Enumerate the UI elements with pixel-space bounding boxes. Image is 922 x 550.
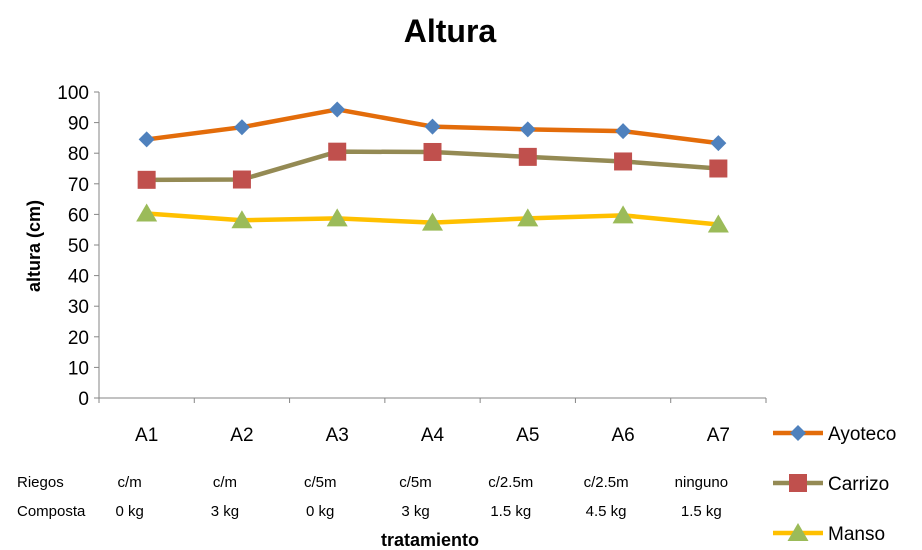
data-point	[423, 142, 442, 161]
table-cell: ninguno	[675, 474, 728, 491]
y-tick-label: 80	[68, 144, 89, 165]
legend-marker	[787, 523, 809, 541]
data-point	[231, 210, 253, 229]
x-tick-label: A2	[230, 425, 253, 446]
legend-label: Carrizo	[828, 474, 889, 495]
legend-marker	[790, 425, 806, 441]
series-manso	[136, 203, 729, 233]
x-tick-label: A7	[707, 425, 730, 446]
x-tick-label: A4	[421, 425, 445, 446]
x-axis-label: tratamiento	[381, 530, 479, 550]
table-cell: c/m	[213, 474, 237, 491]
x-tick-label: A6	[611, 425, 634, 446]
table-cell: 1.5 kg	[490, 503, 531, 520]
x-tick-label: A1	[135, 425, 158, 446]
y-tick-label: 40	[68, 267, 89, 288]
data-point	[233, 119, 250, 136]
series-carrizo	[137, 142, 728, 189]
table-cell: 0 kg	[306, 503, 334, 520]
table-row: Composta 0 kg 3 kg 0 kg 3 kg 1.5 kg 4.5 kg 1.5 …	[17, 503, 722, 520]
table-cell: c/m	[118, 474, 142, 491]
table-cell: 3 kg	[211, 503, 239, 520]
legend-entry: Manso	[773, 523, 885, 545]
table-row-label: Composta	[17, 503, 86, 520]
x-tick-label: A5	[516, 425, 539, 446]
y-tick-label: 70	[68, 175, 89, 196]
data-point	[612, 205, 634, 224]
chart-title: Altura	[404, 13, 497, 49]
data-point	[518, 147, 537, 166]
x-tick-label: A3	[326, 425, 349, 446]
y-tick-label: 60	[68, 205, 89, 226]
data-point	[329, 101, 346, 118]
series-ayoteco	[138, 101, 727, 152]
y-tick-label: 10	[68, 358, 89, 379]
y-tick-label: 100	[57, 83, 89, 104]
legend-entry: Carrizo	[773, 474, 889, 495]
table-cell: 0 kg	[115, 503, 143, 520]
table-cell: 1.5 kg	[681, 503, 722, 520]
y-tick-label: 20	[68, 328, 89, 349]
data-point	[136, 203, 158, 222]
data-point	[710, 135, 727, 152]
data-point	[424, 118, 441, 135]
table-cell: c/5m	[399, 474, 432, 491]
data-point	[707, 214, 729, 233]
table-cell: c/2.5m	[488, 474, 533, 491]
data-point	[517, 208, 539, 227]
data-point	[709, 159, 728, 178]
table-cell: c/5m	[304, 474, 337, 491]
legend-label: Manso	[828, 524, 885, 545]
data-point	[138, 131, 155, 148]
y-tick-label: 0	[78, 389, 89, 410]
data-point	[422, 212, 443, 231]
data-point	[232, 170, 251, 189]
table-row-label: Riegos	[17, 474, 64, 491]
data-point	[614, 152, 633, 171]
table-row: Riegos c/m c/m c/5m c/5m c/2.5m c/2.5m ninguno	[17, 474, 728, 491]
legend-label: Ayoteco	[828, 424, 896, 445]
y-axis-label: altura (cm)	[24, 200, 44, 292]
table-cell: 4.5 kg	[586, 503, 627, 520]
data-point	[519, 121, 536, 138]
table-cell: c/2.5m	[584, 474, 629, 491]
y-tick-label: 50	[68, 236, 89, 257]
legend-entry: Ayoteco	[773, 424, 896, 445]
table-cell: 3 kg	[401, 503, 429, 520]
y-tick-label: 30	[68, 297, 89, 318]
legend-marker	[789, 474, 807, 492]
data-point	[328, 142, 347, 161]
data-point	[137, 170, 156, 189]
data-point	[326, 208, 348, 227]
y-tick-label: 90	[68, 114, 89, 135]
data-point	[615, 123, 632, 140]
